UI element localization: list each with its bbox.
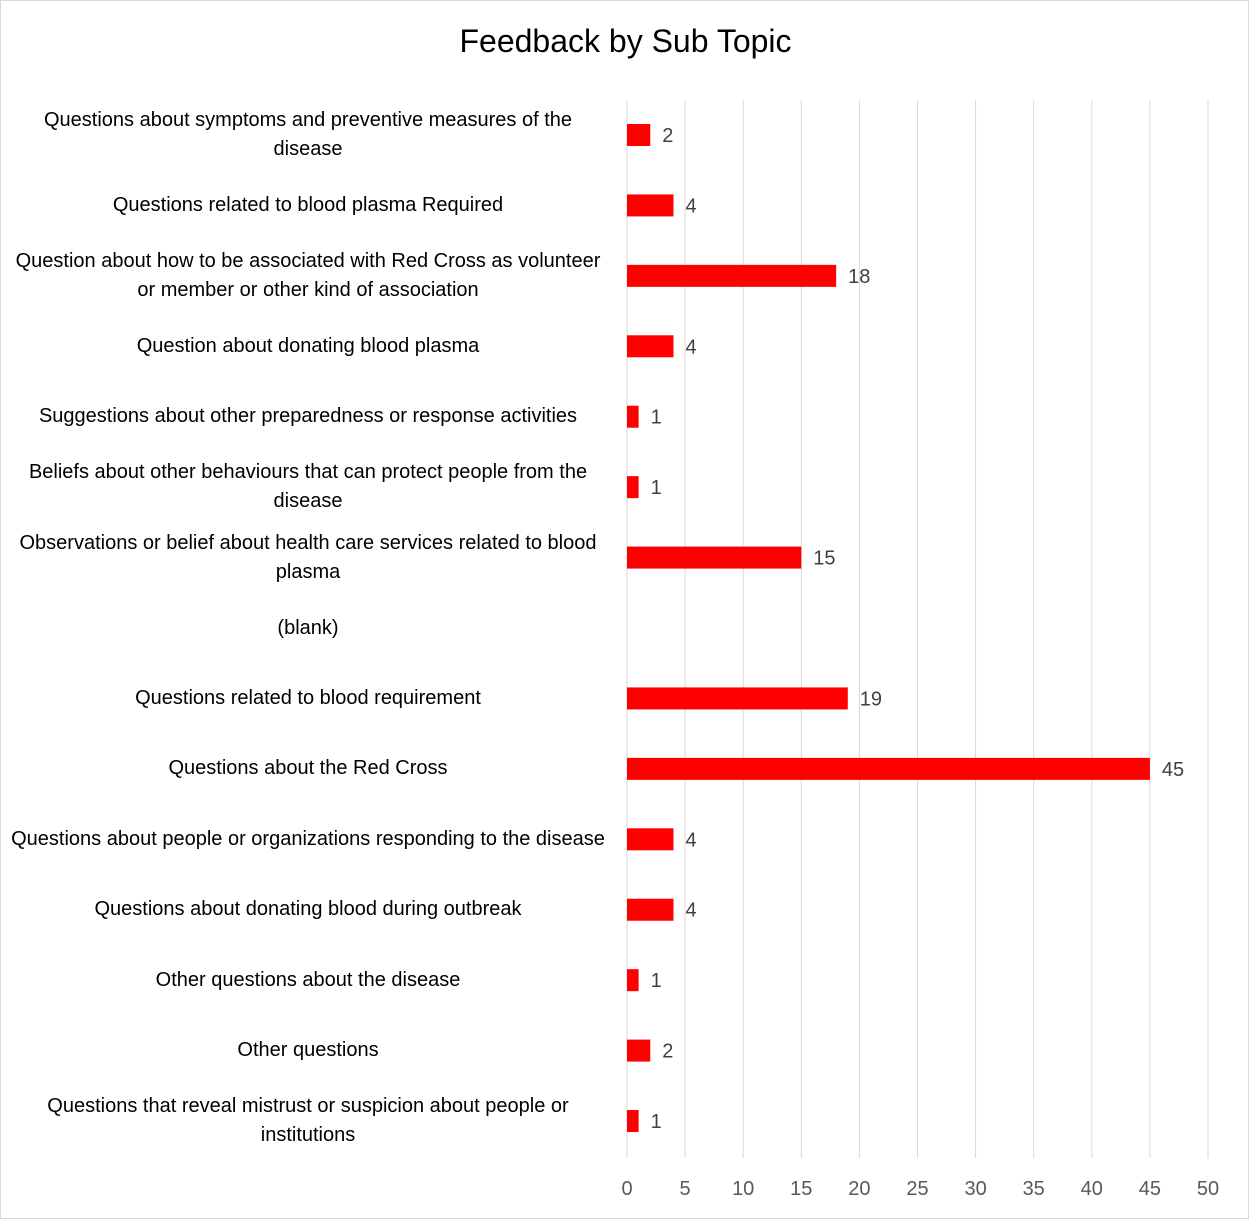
bar [627,264,837,287]
category-label: Questions related to blood plasma Requir… [112,193,504,216]
data-label: 1 [651,407,662,429]
category-label: Questions about donating blood during ou… [94,898,522,921]
data-label: 4 [685,900,696,922]
bar [627,194,674,217]
category-label: Question about how to be associated with… [15,249,601,301]
category-label: Other questions [237,1039,379,1062]
data-label: 4 [685,829,696,851]
x-tick-label: 40 [1081,1178,1103,1200]
bar [627,1110,639,1133]
data-label: 1 [651,1111,662,1133]
x-tick-label: 15 [790,1178,812,1200]
bar [627,687,848,710]
bar [627,1039,651,1062]
data-label: 18 [848,266,870,288]
bar [627,898,674,921]
data-label: 1 [651,477,662,499]
category-label: (blank) [277,616,339,639]
category-label: Other questions about the disease [155,968,461,991]
bar [627,124,651,146]
data-label: 4 [685,195,696,217]
bar [627,335,674,358]
chart-title: Feedback by Sub Topic [459,23,792,59]
category-label: Questions about the Red Cross [168,757,448,780]
bar [627,405,639,428]
x-tick-label: 10 [732,1178,754,1200]
x-tick-label: 20 [848,1178,870,1200]
category-label: Suggestions about other preparedness or … [38,405,578,428]
data-label: 15 [813,548,835,570]
data-label: 2 [662,1041,673,1063]
bar [627,476,639,499]
bar [627,969,639,992]
x-tick-label: 0 [621,1178,632,1200]
category-label: Questions related to blood requirement [135,686,481,709]
category-label: Questions that reveal mistrust or suspic… [47,1095,569,1147]
data-label: 4 [685,336,696,358]
category-label: Question about donating blood plasma [136,334,480,357]
data-label: 2 [662,125,673,147]
x-tick-label: 50 [1197,1178,1219,1200]
data-label: 19 [860,688,882,710]
x-tick-label: 35 [1023,1178,1045,1200]
x-tick-label: 30 [964,1178,986,1200]
category-label: Questions about people or organizations … [11,827,605,850]
bar [627,828,674,851]
bar [627,546,802,569]
category-label: Questions about symptoms and preventive … [43,109,573,160]
x-tick-label: 5 [680,1178,691,1200]
data-label: 1 [651,970,662,992]
x-tick-label: 25 [906,1178,928,1200]
bar [627,757,1150,780]
category-label: Observations or belief about health care… [19,531,597,583]
x-tick-label: 45 [1139,1178,1161,1200]
data-label: 45 [1162,759,1184,781]
category-label: Beliefs about other behaviours that can … [28,461,588,513]
